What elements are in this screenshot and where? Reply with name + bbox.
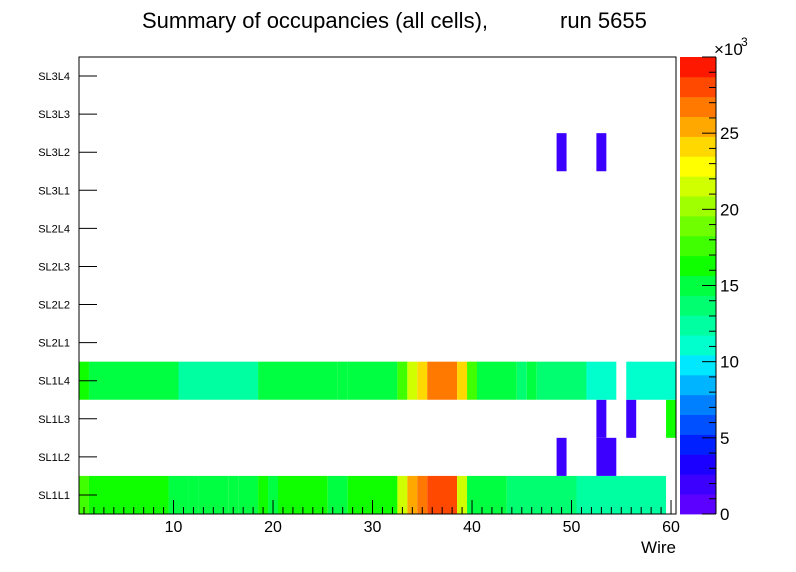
y-tick-label: SL2L1 <box>38 338 70 350</box>
x-tick-label: 20 <box>264 519 282 536</box>
heatmap-cell <box>556 133 567 172</box>
heatmap-cell <box>417 361 428 400</box>
palette-band <box>680 255 716 276</box>
heatmap-cell <box>666 399 676 438</box>
palette-band <box>680 57 716 78</box>
heatmap-cell <box>427 361 458 400</box>
heatmap-cell <box>536 361 587 400</box>
color-palette <box>680 57 716 515</box>
y-tick-label: SL3L3 <box>38 109 70 121</box>
palette-tick-label: 15 <box>720 277 739 296</box>
palette-band <box>680 414 716 435</box>
palette-band <box>680 434 716 455</box>
palette-band <box>680 295 716 316</box>
heatmap-cell <box>188 475 199 514</box>
palette-tick-label: 10 <box>720 353 739 372</box>
heatmap-cell <box>228 475 239 514</box>
x-tick-label: 40 <box>463 519 481 536</box>
palette-band <box>680 176 716 197</box>
y-tick-label: SL1L3 <box>38 414 70 426</box>
heatmap-cell <box>516 361 527 400</box>
y-tick-label: SL2L4 <box>38 223 70 235</box>
y-tick-label: SL1L2 <box>38 452 70 464</box>
heatmap-cell <box>586 361 617 400</box>
heatmap-cell <box>238 475 259 514</box>
y-tick-label: SL2L2 <box>38 300 70 312</box>
heatmap-cell <box>397 475 408 514</box>
heatmap-cell <box>596 133 607 172</box>
palette-band <box>680 394 716 416</box>
palette-band <box>680 374 716 396</box>
heatmap-cells <box>79 133 676 514</box>
palette-band <box>680 454 716 475</box>
heatmap-cell <box>467 475 507 514</box>
heatmap-cell <box>596 437 617 476</box>
heatmap-cell <box>397 361 408 400</box>
palette-band <box>680 156 716 177</box>
palette-band <box>680 96 716 118</box>
heatmap-cell <box>626 399 637 438</box>
heatmap-cell <box>407 361 418 400</box>
heatmap-cell <box>407 475 418 514</box>
palette-band <box>680 215 716 237</box>
palette-band <box>680 275 716 296</box>
heatmap-cell <box>268 475 278 514</box>
y-tick-label: SL3L1 <box>38 185 70 197</box>
heatmap-cell <box>178 361 259 400</box>
palette-tick-label: 25 <box>720 124 739 143</box>
y-tick-label: SL1L4 <box>38 376 70 388</box>
palette-band <box>680 196 716 217</box>
x-axis-title: Wire <box>641 538 676 557</box>
palette-tick-label: 20 <box>720 200 739 219</box>
heatmap-cell <box>457 361 468 400</box>
heatmap-cell <box>88 475 169 514</box>
palette-exponent: 3 <box>741 35 748 49</box>
y-tick-label: SL1L1 <box>38 490 70 502</box>
palette-tick-label: 5 <box>720 429 729 448</box>
heatmap-cell <box>347 361 398 400</box>
chart-title: Summary of occupancies (all cells), <box>142 8 488 33</box>
heatmap-cell <box>467 361 477 400</box>
palette-band <box>680 494 716 515</box>
x-tick-label: 50 <box>563 519 581 536</box>
palette-band <box>680 335 716 356</box>
palette-band <box>680 474 716 495</box>
x-tick-label: 10 <box>165 519 183 536</box>
heatmap-cell <box>596 399 607 438</box>
heatmap-cell <box>477 361 517 400</box>
palette-multiplier: ×10 <box>714 40 743 59</box>
palette-band <box>680 116 716 137</box>
heatmap-cell <box>556 437 567 476</box>
y-tick-label: SL3L4 <box>38 71 70 83</box>
y-axis: SL1L1 SL1L2 SL1L3 SL1L4 SL2L1 SL2L2 SL2L3 SL2L4… <box>38 71 97 502</box>
heatmap-cell <box>417 475 428 514</box>
palette-band <box>680 76 716 98</box>
heatmap-cell <box>168 475 189 514</box>
palette-tick-label: 0 <box>720 505 729 524</box>
heatmap-cell <box>258 475 269 514</box>
heatmap-cell <box>327 475 348 514</box>
plot-frame <box>78 56 677 515</box>
x-tick-label: 60 <box>662 519 680 536</box>
y-tick-label: SL3L2 <box>38 147 70 159</box>
x-axis: 10 20 30 40 50 60 <box>83 500 680 536</box>
palette-band <box>680 315 716 336</box>
palette-band <box>680 355 716 376</box>
y-tick-label: SL2L3 <box>38 261 70 273</box>
heatmap-cell <box>258 361 338 400</box>
palette-band <box>680 235 716 257</box>
heatmap-cell <box>626 361 676 400</box>
heatmap-cell <box>88 361 179 400</box>
chart-title-run: run 5655 <box>560 8 647 33</box>
x-tick-label: 30 <box>364 519 382 536</box>
palette-band <box>680 136 716 157</box>
heatmap-cell <box>526 361 537 400</box>
palette-axis: 0 5 10 15 20 25 <box>702 56 739 524</box>
heatmap-cell <box>337 361 348 400</box>
heatmap-cell <box>457 475 468 514</box>
